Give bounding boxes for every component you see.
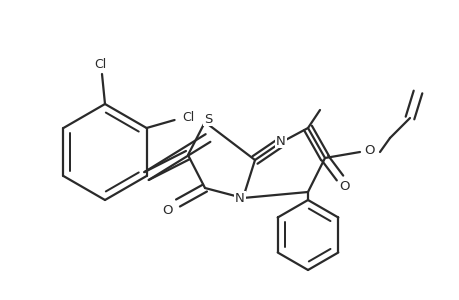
Text: O: O [162,205,173,218]
Text: S: S [203,112,212,125]
Text: O: O [339,179,349,193]
Text: N: N [235,191,244,205]
Text: O: O [364,143,375,157]
Text: Cl: Cl [94,58,106,70]
Text: N: N [275,134,285,148]
Text: Cl: Cl [182,110,194,124]
